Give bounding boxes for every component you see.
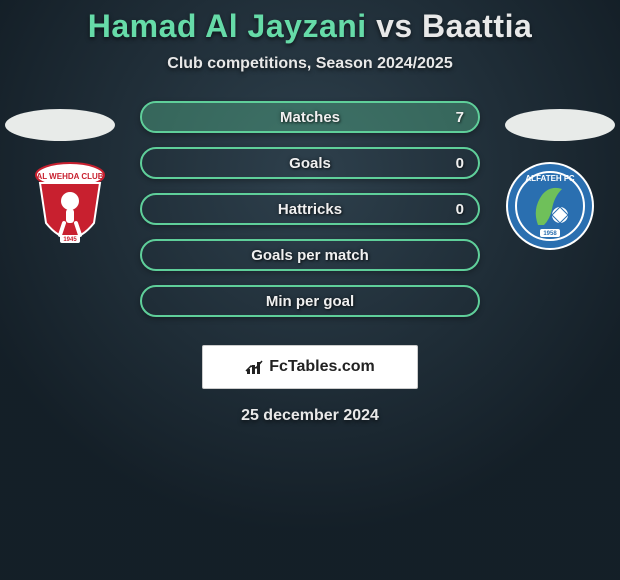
player2-photo-placeholder	[505, 109, 615, 141]
date: 25 december 2024	[241, 407, 379, 425]
svg-text:ALFATEH FC: ALFATEH FC	[525, 174, 574, 183]
stat-value-right: 0	[456, 201, 464, 218]
title-player1: Hamad Al Jayzani	[88, 8, 367, 44]
chart-icon	[245, 359, 265, 375]
stat-label: Goals per match	[251, 247, 369, 264]
svg-text:1945: 1945	[63, 237, 77, 243]
stats-list: Matches 7 Goals 0 Hattricks 0 Goals per match M…	[140, 101, 480, 317]
club1-badge: AL WEHDA CLUB 1945	[20, 161, 120, 251]
subtitle: Club competitions, Season 2024/2025	[167, 55, 452, 73]
stat-label: Goals	[289, 155, 331, 172]
stat-label: Matches	[280, 109, 340, 126]
club2-badge: ALFATEH FC 1958	[500, 161, 600, 251]
svg-text:1958: 1958	[543, 231, 557, 237]
stat-row: Goals per match	[140, 239, 480, 271]
title-vs: vs	[367, 8, 422, 44]
watermark: FcTables.com	[202, 345, 418, 389]
stat-row: Goals 0	[140, 147, 480, 179]
stat-row: Min per goal	[140, 285, 480, 317]
stat-value-right: 0	[456, 155, 464, 172]
stat-row: Hattricks 0	[140, 193, 480, 225]
watermark-text: FcTables.com	[269, 358, 375, 376]
player1-photo-placeholder	[5, 109, 115, 141]
stat-row: Matches 7	[140, 101, 480, 133]
title-player2: Baattia	[422, 8, 532, 44]
stat-label: Hattricks	[278, 201, 342, 218]
main-area: AL WEHDA CLUB 1945 ALFATEH FC 1958	[0, 101, 620, 580]
svg-text:AL WEHDA CLUB: AL WEHDA CLUB	[36, 172, 103, 181]
page-title: Hamad Al Jayzani vs Baattia	[88, 8, 533, 45]
stat-label: Min per goal	[266, 293, 354, 310]
content-wrapper: Hamad Al Jayzani vs Baattia Club competi…	[0, 0, 620, 580]
stat-value-right: 7	[456, 109, 464, 126]
